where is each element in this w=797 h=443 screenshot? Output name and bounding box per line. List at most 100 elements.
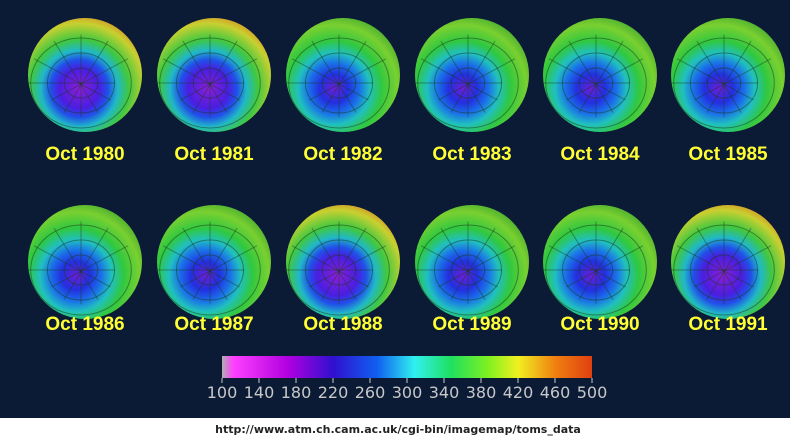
year-label: Oct 1991 [688,314,768,335]
colorbar-tick-label: 420 [503,383,534,402]
globe [413,205,529,319]
meridian-line [568,40,614,113]
globe [669,18,785,132]
globe [669,205,785,319]
globe [155,18,271,132]
latitude-line [578,67,614,99]
latitude-line [450,254,486,286]
meridian-line [420,245,498,288]
meridian-line [440,40,486,113]
latitude-line [561,239,631,301]
latitude-line [30,224,132,316]
meridian-line [192,40,238,113]
colorbar-tick-label: 300 [392,383,423,402]
colorbar-tick-label: 220 [318,383,349,402]
meridian-line [676,58,754,101]
meridian-line [162,58,240,101]
colorbar-tick-label: 460 [540,383,571,402]
meridian-line [33,58,111,101]
meridian-line [311,227,357,300]
colorbar-tick-label: 260 [355,383,386,402]
meridian-line [548,245,626,288]
meridian-line [182,40,228,113]
colorbar-ticks: 100 140 180 220 260 300 340 380 420 460 500 [207,378,607,402]
latitude-line [689,52,759,114]
meridian-line [450,227,496,300]
meridian-line [694,245,772,288]
latitude-line [63,254,99,286]
meridian-line [291,58,369,101]
meridian-line [568,227,614,300]
globe [284,205,400,319]
latitude-line [689,239,759,301]
year-label: Oct 1990 [560,314,639,335]
year-label: Oct 1982 [303,144,382,165]
latitude-line [175,52,245,114]
meridian-line [182,227,228,300]
latitude-line [545,224,647,316]
latitude-line [63,67,99,99]
year-label: Oct 1983 [432,144,511,165]
meridian-line [51,245,129,288]
meridian-line [53,40,99,113]
latitude-line [288,224,390,316]
meridian-line [696,227,742,300]
latitude-line [175,239,245,301]
colorbar-tick-label: 100 [207,383,238,402]
latitude-line [673,224,775,316]
year-label: Oct 1985 [688,144,768,165]
latitude-line [192,67,228,99]
globe [541,18,657,132]
meridian-line [694,58,772,101]
globe [26,18,142,132]
meridian-line [578,40,624,113]
year-label: Oct 1988 [303,314,382,335]
latitude-line [321,254,357,286]
colorbar-tick-label: 140 [244,383,275,402]
globe [541,205,657,319]
latitude-line [561,52,631,114]
latitude-line [545,37,647,129]
year-label: Oct 1981 [174,144,254,165]
globe [284,18,400,132]
meridian-line [63,40,109,113]
meridian-line [420,58,498,101]
year-label: Oct 1986 [45,314,124,335]
colorbar-tick-label: 340 [429,383,460,402]
latitude-line [321,67,357,99]
meridian-line [706,227,752,300]
meridian-line [676,245,754,288]
colorbar [222,356,592,378]
latitude-line [706,254,742,286]
latitude-line [304,52,374,114]
meridian-line [321,40,367,113]
globe [413,18,529,132]
latitude-line [706,67,742,99]
meridian-line [438,58,516,101]
meridian-line [321,227,367,300]
latitude-line [433,52,503,114]
latitude-line [159,224,261,316]
meridian-line [311,40,357,113]
meridian-line [566,58,644,101]
meridian-line [192,227,238,300]
latitude-line [433,239,503,301]
meridian-line [696,40,742,113]
source-url: http://www.atm.ch.cam.ac.uk/cgi-bin/imag… [215,423,581,436]
meridian-line [309,245,387,288]
globe-grid: Oct 1980 Oct 1981 Oct 1982 Oct 1983 Oct 1984… [26,18,785,335]
meridian-line [309,58,387,101]
colorbar-tick-label: 380 [466,383,497,402]
latitude-line [46,239,116,301]
latitude-line [417,37,519,129]
latitude-line [578,254,614,286]
meridian-line [162,245,240,288]
meridian-line [548,58,626,101]
latitude-line [673,37,775,129]
globe [26,205,142,319]
year-label: Oct 1989 [432,314,511,335]
meridian-line [706,40,752,113]
latitude-line [192,254,228,286]
meridian-line [180,245,258,288]
latitude-line [450,67,486,99]
